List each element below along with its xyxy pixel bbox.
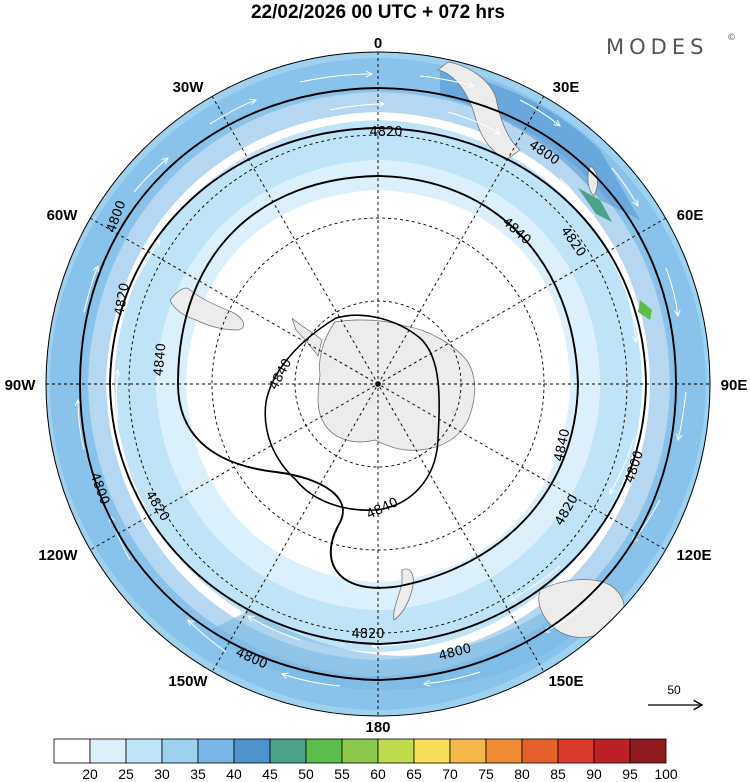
colorbar-tick-label: 65: [406, 766, 422, 782]
colorbar-swatch: [89, 738, 127, 764]
colorbar-tick-label: 75: [478, 766, 494, 782]
contour-4800: [79, 87, 677, 681]
lon-label-60e: 60E: [677, 207, 704, 224]
map-title: 22/02/2026 00 UTC + 072 hrs: [251, 2, 505, 23]
lon-label-180: 180: [365, 719, 390, 736]
colorbar-swatch: [629, 738, 667, 764]
colorbar-tick-label: 55: [334, 766, 350, 782]
map-border: [45, 51, 711, 717]
colorbar-tick-label: 70: [442, 766, 458, 782]
lon-label-60w: 60W: [47, 207, 79, 224]
colorbar-swatch: [125, 738, 163, 764]
colorbar-tick-label: 35: [190, 766, 206, 782]
colorbar-swatch: [161, 738, 199, 764]
colorbar-swatch: [233, 738, 271, 764]
colorbar-swatch: [593, 738, 631, 764]
colorbar-swatch: [413, 738, 451, 764]
colorbar-swatch: [521, 738, 559, 764]
lon-label-30e: 30E: [553, 79, 580, 96]
colorbar-swatch: [557, 738, 595, 764]
colorbar-swatch: [449, 738, 487, 764]
colorbar-tick-label: 60: [370, 766, 386, 782]
africa-landmass: [437, 61, 521, 161]
lon-label-120w: 120W: [38, 547, 78, 564]
brand-copyright-mark: ©: [727, 33, 736, 43]
contour-4840-inner: [264, 314, 440, 511]
lon-label-120e: 120E: [676, 547, 711, 564]
colorbar-tick-label: 25: [118, 766, 134, 782]
colorbar-swatch: [377, 738, 415, 764]
contour-label: 4820: [351, 627, 384, 642]
colorbar-tick-label: 85: [550, 766, 566, 782]
reference-vector-label: 50: [667, 683, 681, 697]
antarctic-peninsula-landmass: [291, 317, 323, 357]
colorbar-tick-label: 45: [262, 766, 278, 782]
antarctica-landmass: [317, 319, 476, 451]
colorbar-swatch: [197, 738, 235, 764]
colorbar-tick-label: 40: [226, 766, 242, 782]
contour-label: 4820: [369, 125, 402, 140]
contour-label: 4820: [112, 282, 133, 317]
contour-label: 4840: [552, 428, 574, 463]
madagascar-landmass: [587, 165, 598, 197]
colorbar-tick-label: 80: [514, 766, 530, 782]
height-contours: [79, 87, 677, 681]
longitude-labels: 0 30W 30E 60W 60E 90W 90E 120W 120E 150W…: [5, 35, 748, 736]
colorbar-swatch: [305, 738, 343, 764]
lon-label-30w: 30W: [173, 79, 205, 96]
south-america-landmass: [169, 287, 245, 331]
colorbar-tick-label: 30: [154, 766, 170, 782]
new-zealand-landmass: [393, 568, 414, 621]
south-pole-marker: [375, 381, 381, 387]
colorbar-swatch: [53, 738, 91, 764]
lon-label-150w: 150W: [168, 673, 208, 690]
colorbar-tick-label: 50: [298, 766, 314, 782]
colorbar-tick-label: 95: [622, 766, 638, 782]
colorbar-swatch: [269, 738, 307, 764]
brand-logo: MODES: [606, 35, 708, 59]
contour-4840-outer: [177, 175, 579, 589]
lon-label-0: 0: [374, 35, 382, 52]
colorbar: 20 25 30 35 40 45 50 55 60 65 70 75 80 85 90 95 100: [53, 738, 678, 782]
contour-label: 4840: [152, 343, 170, 377]
lon-label-90w: 90W: [5, 377, 37, 394]
lon-label-90e: 90E: [721, 377, 748, 394]
contour-4820: [109, 127, 647, 645]
colorbar-swatch: [485, 738, 523, 764]
reference-vector: 50: [648, 683, 702, 705]
colorbar-swatch: [341, 738, 379, 764]
lon-label-150e: 150E: [548, 673, 583, 690]
colorbar-tick-label: 90: [586, 766, 602, 782]
map-disc: 4820 4800 4800 4840 4820 4820 4840 4840 …: [46, 52, 710, 716]
colorbar-tick-label: 100: [654, 766, 678, 782]
colorbar-tick-label: 20: [82, 766, 98, 782]
